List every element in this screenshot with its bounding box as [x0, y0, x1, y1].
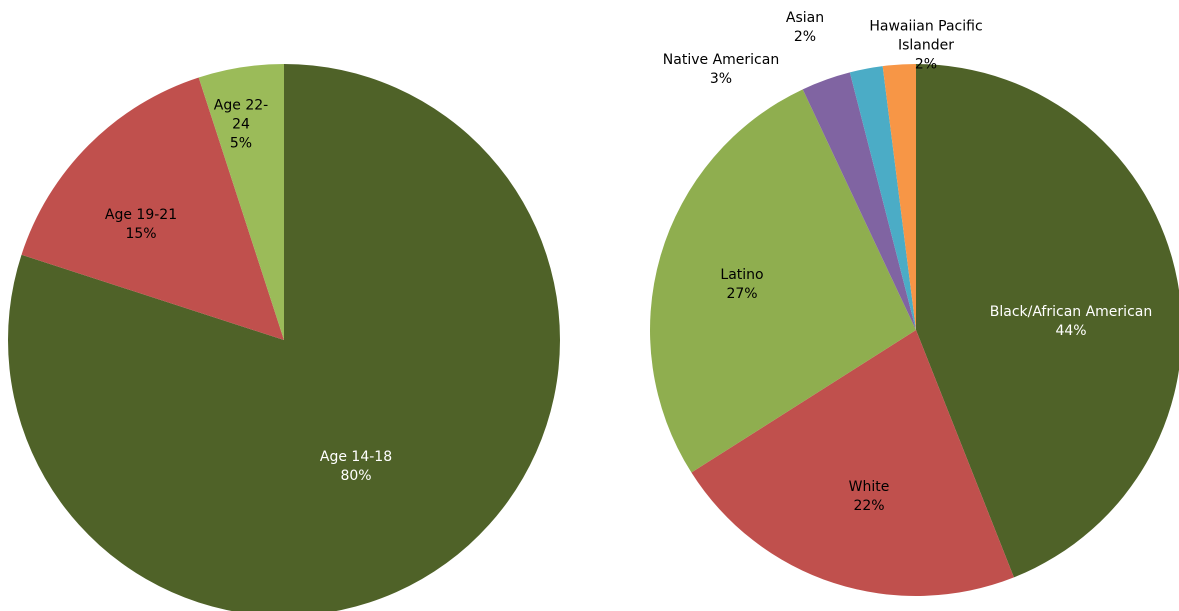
category: Native American — [662, 52, 780, 68]
slice-label: White 22% — [819, 478, 919, 516]
slice-label: Age 22-24 5% — [206, 97, 276, 154]
slice-label: Age 14-18 80% — [296, 448, 416, 486]
pie-slice — [882, 64, 916, 330]
category: Hawaiian Pacific Islander — [869, 18, 983, 54]
slice-label: Asian 2% — [775, 9, 835, 47]
value-label: 22% — [853, 498, 885, 514]
pie-slice — [650, 89, 916, 473]
category: Age 19-21 — [104, 207, 178, 223]
pie-slice — [8, 64, 560, 611]
category: Black/African American — [989, 304, 1153, 320]
pie-slice — [198, 64, 284, 340]
slice-label: Age 19-21 15% — [81, 206, 201, 244]
value-label: 44% — [1055, 323, 1087, 339]
pie-slice — [916, 64, 1179, 578]
slice-label: Black/African American 44% — [961, 303, 1179, 341]
category: Latino — [720, 267, 764, 283]
slice-label: Hawaiian Pacific Islander 2% — [851, 18, 1001, 75]
value-label: 80% — [340, 468, 372, 484]
category: Age 14-18 — [319, 449, 393, 465]
slice-label: Latino 27% — [692, 266, 792, 304]
pie-slice — [849, 66, 916, 331]
slice-label: Native American 3% — [641, 51, 801, 89]
value-label: 15% — [125, 226, 157, 242]
value-label: 3% — [709, 71, 733, 87]
value-label: 2% — [793, 29, 817, 45]
pie-slice — [802, 72, 916, 331]
value-label: 27% — [726, 286, 758, 302]
category: Asian — [785, 10, 825, 26]
pie-slice — [691, 330, 1014, 597]
category: Age 22-24 — [213, 97, 269, 133]
value-label: 2% — [914, 56, 938, 73]
category: White — [848, 479, 890, 495]
pie-slice — [21, 77, 285, 341]
value-label: 5% — [229, 135, 253, 152]
